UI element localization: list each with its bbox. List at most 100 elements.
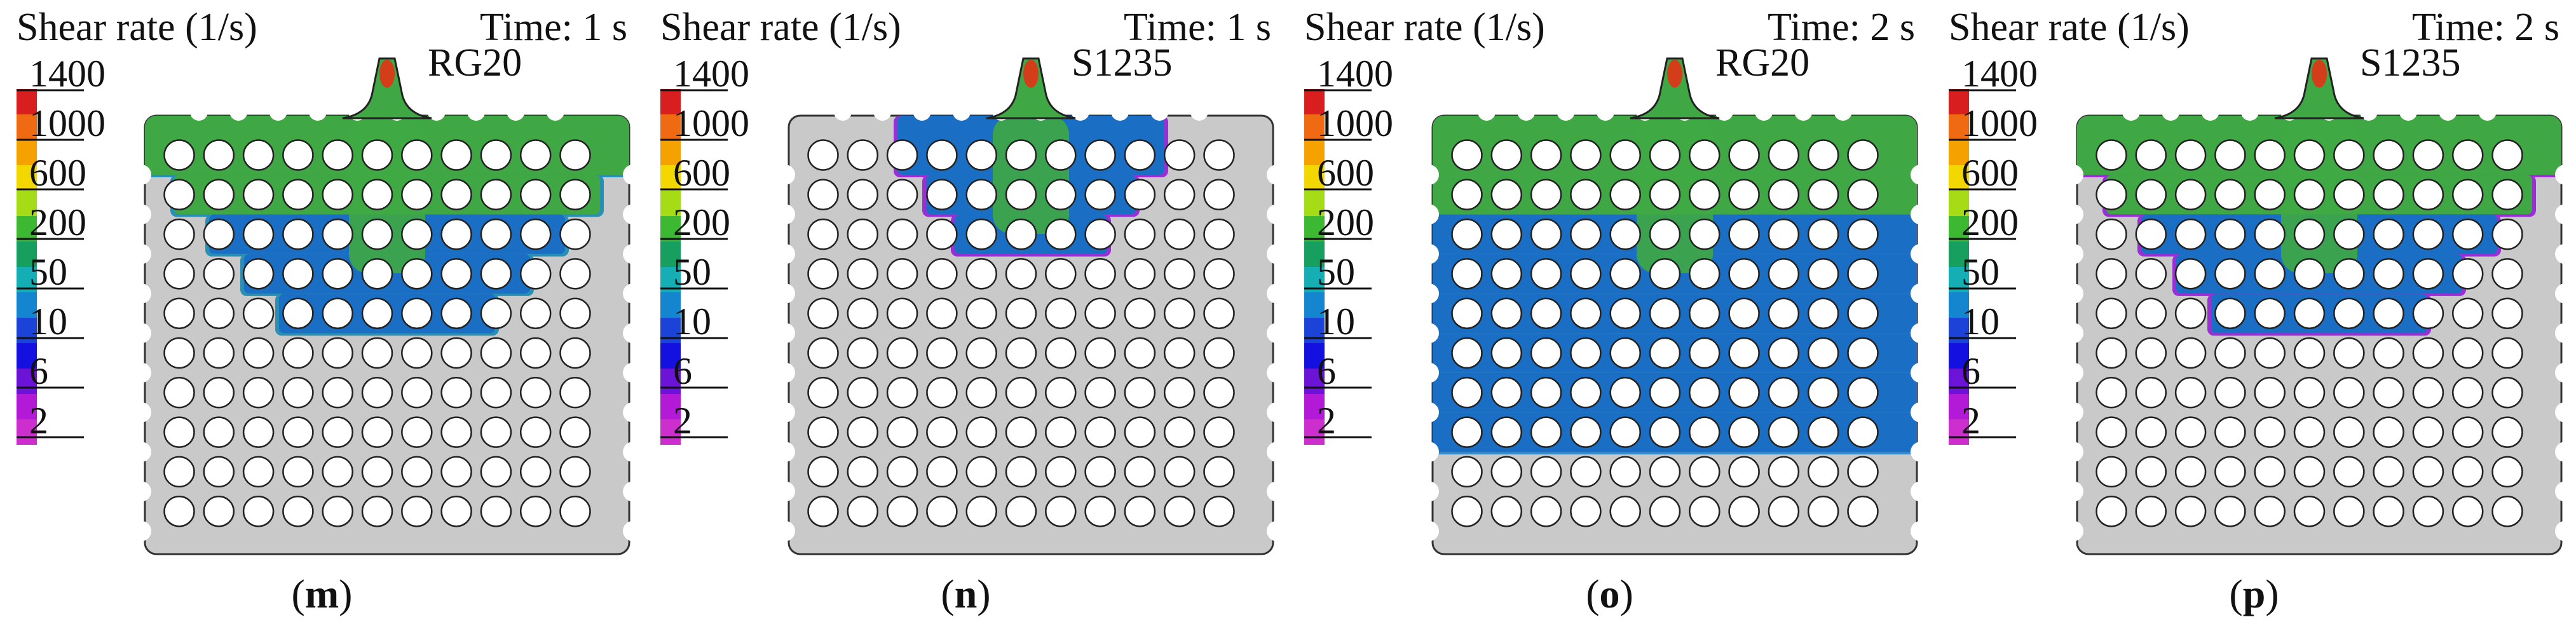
legend-swatch	[17, 191, 37, 216]
hole	[322, 258, 353, 290]
hole	[807, 416, 839, 448]
edge-notch	[775, 520, 795, 541]
legend-swatch	[17, 165, 37, 191]
edge-notch	[131, 283, 151, 304]
hole	[1768, 179, 1800, 211]
hole	[1005, 377, 1037, 409]
edge-notch	[131, 442, 151, 463]
edge-notch	[467, 103, 486, 121]
hole	[2451, 139, 2484, 171]
legend-tick-label: 600	[1961, 152, 2019, 194]
hole	[2174, 495, 2207, 527]
hole	[1045, 416, 1077, 448]
hole	[480, 179, 512, 211]
legend-tick-label: 1400	[1961, 53, 2038, 95]
hole	[1689, 495, 1721, 527]
hole	[1084, 456, 1116, 488]
hole	[1689, 258, 1721, 290]
edge-notch	[1419, 442, 1439, 463]
hole	[2451, 179, 2484, 211]
hole	[1490, 377, 1523, 409]
edge-notch	[623, 481, 643, 502]
edge-notch	[1267, 481, 1287, 502]
edge-notch	[546, 103, 564, 121]
hole	[1649, 337, 1681, 369]
hole	[2254, 456, 2286, 488]
legend-tick-label: 200	[1317, 201, 1374, 243]
edge-notch	[1755, 103, 1773, 121]
hole	[1084, 416, 1116, 448]
edge-notch	[1111, 103, 1129, 121]
edge-notch	[2555, 165, 2575, 185]
hole	[1005, 139, 1037, 171]
contour-plot	[660, 57, 1287, 555]
hole	[886, 416, 918, 448]
hole	[1570, 218, 1602, 250]
hole	[1490, 218, 1523, 250]
hole	[361, 218, 393, 250]
hole	[2333, 495, 2365, 527]
edge-notch	[2555, 323, 2575, 344]
hole	[2254, 337, 2286, 369]
hole	[1084, 337, 1116, 369]
hole	[1084, 179, 1116, 211]
hole	[163, 258, 195, 290]
legend-swatch	[1304, 165, 1325, 191]
edge-notch	[1911, 243, 1931, 264]
hole	[322, 377, 353, 409]
hole	[2373, 179, 2404, 211]
edge-notch	[1557, 103, 1575, 121]
hole	[1847, 179, 1879, 211]
hole	[2293, 416, 2326, 448]
hole	[1570, 139, 1602, 171]
edge-notch	[2555, 442, 2575, 463]
legend-swatch	[1949, 369, 1969, 394]
hole	[1490, 495, 1523, 527]
hole	[1530, 495, 1562, 527]
legend-swatch	[660, 292, 681, 318]
hole	[1609, 337, 1641, 369]
hole	[2491, 179, 2523, 211]
hole	[322, 179, 353, 211]
hole	[1768, 377, 1800, 409]
hole	[1609, 218, 1641, 250]
hole	[242, 179, 275, 211]
hole	[1768, 456, 1800, 488]
hole	[847, 416, 879, 448]
hole	[1649, 456, 1681, 488]
hole	[203, 258, 235, 290]
edge-notch	[190, 103, 208, 121]
hole	[965, 139, 997, 171]
hole	[440, 337, 472, 369]
hole	[242, 337, 275, 369]
edge-notch	[2063, 204, 2083, 225]
hole	[1451, 179, 1483, 211]
hole	[807, 456, 839, 488]
hole	[1728, 377, 1760, 409]
edge-notch	[1911, 165, 1931, 185]
hole	[1530, 456, 1562, 488]
edge-notch	[2063, 520, 2083, 541]
hole	[1084, 258, 1116, 290]
hole	[1124, 179, 1156, 211]
edge-notch	[623, 323, 643, 344]
edge-notch	[1478, 103, 1496, 121]
edge-notch	[1419, 283, 1439, 304]
edge-notch	[775, 243, 795, 264]
hole	[1045, 297, 1077, 329]
hole	[1124, 218, 1156, 250]
hole	[1530, 337, 1562, 369]
hole	[2174, 139, 2207, 171]
legend-swatch	[660, 369, 681, 394]
hole	[163, 456, 195, 488]
edge-notch	[2555, 402, 2575, 423]
hole	[965, 495, 997, 527]
hole	[2214, 297, 2246, 329]
hole	[440, 218, 472, 250]
hole	[965, 416, 997, 448]
hole	[401, 456, 433, 488]
hole	[1530, 179, 1562, 211]
hole	[1609, 139, 1641, 171]
edge-notch	[2439, 103, 2457, 121]
nozzle	[986, 57, 1076, 119]
